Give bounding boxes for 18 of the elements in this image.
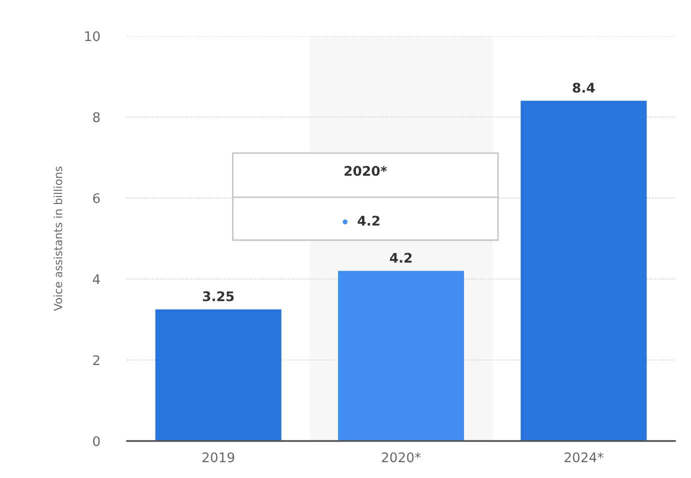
x-tick-label: 2024* (564, 452, 604, 462)
y-tick-label: 0 (93, 436, 100, 446)
annotation: 2020* (344, 166, 387, 176)
bar (338, 270, 464, 442)
annotation: 4.2 (358, 216, 380, 226)
y-tick-label: 6 (93, 193, 100, 204)
data-label: 8.4 (572, 82, 595, 93)
y-tick-label: 10 (85, 31, 100, 42)
y-axis-title: Voice assistants in billions (54, 166, 62, 311)
bar (155, 309, 282, 442)
y-tick-label: 4 (92, 274, 100, 284)
data-label: 3.25 (202, 291, 234, 302)
y-tick-label: 8 (93, 112, 100, 122)
data-label: 4.2 (390, 252, 412, 263)
bar (520, 100, 647, 442)
x-tick-label: 2019 (202, 452, 234, 462)
x-tick-label: 2020* (382, 452, 421, 462)
y-tick-label: 2 (93, 355, 100, 366)
